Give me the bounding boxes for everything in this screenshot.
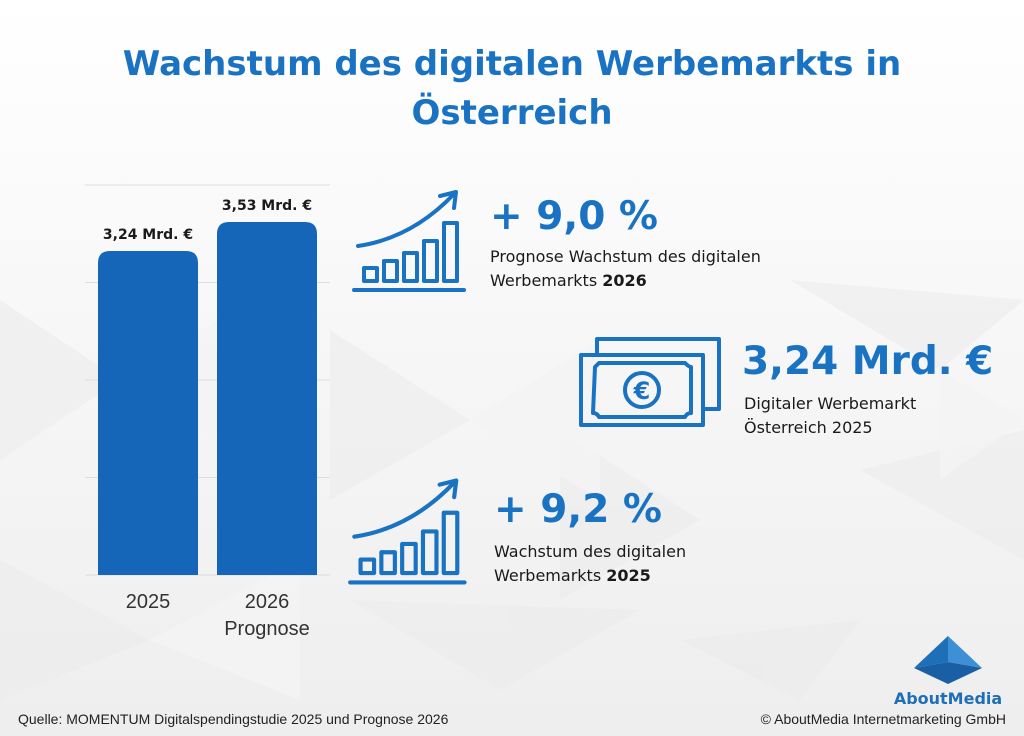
market-size-description: Digitaler Werbemarkt Österreich 2025	[744, 394, 917, 437]
source-note: Quelle: MOMENTUM Digitalspendingstudie 2…	[18, 711, 449, 727]
bar-2026	[217, 222, 317, 575]
logo-text: AboutMedia	[893, 689, 1003, 708]
market-size-value: 3,24 Mrd. €	[742, 339, 994, 384]
pyramid-logo-icon	[914, 636, 982, 684]
chart-category-labels: 2025 2026 Prognose	[126, 591, 310, 640]
bar-chart: 3,24 Mrd. € 3,53 Mrd. € 2025 2026 Prognose	[85, 184, 330, 640]
category-label: 2025	[126, 591, 171, 613]
euro-banknote-icon: €	[579, 337, 721, 427]
svg-text:€: €	[633, 377, 651, 405]
chart-value-labels: 3,24 Mrd. € 3,53 Mrd. €	[103, 198, 312, 243]
bar-value-label: 3,24 Mrd. €	[103, 227, 193, 243]
category-sublabel: Prognose	[224, 618, 310, 640]
growth-2025-year: 2025	[606, 566, 651, 585]
growth-forecast-year: 2026	[602, 271, 647, 290]
chart-bars	[98, 222, 317, 575]
growth-forecast-description: Prognose Wachstum des digitalen Werbemar…	[490, 247, 761, 290]
growth-forecast-value: + 9,0 %	[490, 194, 658, 239]
growth-chart-icon	[352, 190, 466, 292]
growth-chart-icon	[348, 478, 467, 585]
page-title: Wachstum des digitalen Werbemarkts in Ös…	[122, 44, 902, 133]
growth-2025-description: Wachstum des digitalen Werbemarkts 2025	[494, 542, 687, 585]
bar-value-label: 3,53 Mrd. €	[222, 198, 312, 214]
growth-2025-value: + 9,2 %	[494, 487, 662, 532]
category-label: 2026	[245, 591, 290, 613]
copyright-note: © AboutMedia Internetmarketing GmbH	[760, 711, 1006, 727]
bar-2025	[98, 251, 198, 575]
